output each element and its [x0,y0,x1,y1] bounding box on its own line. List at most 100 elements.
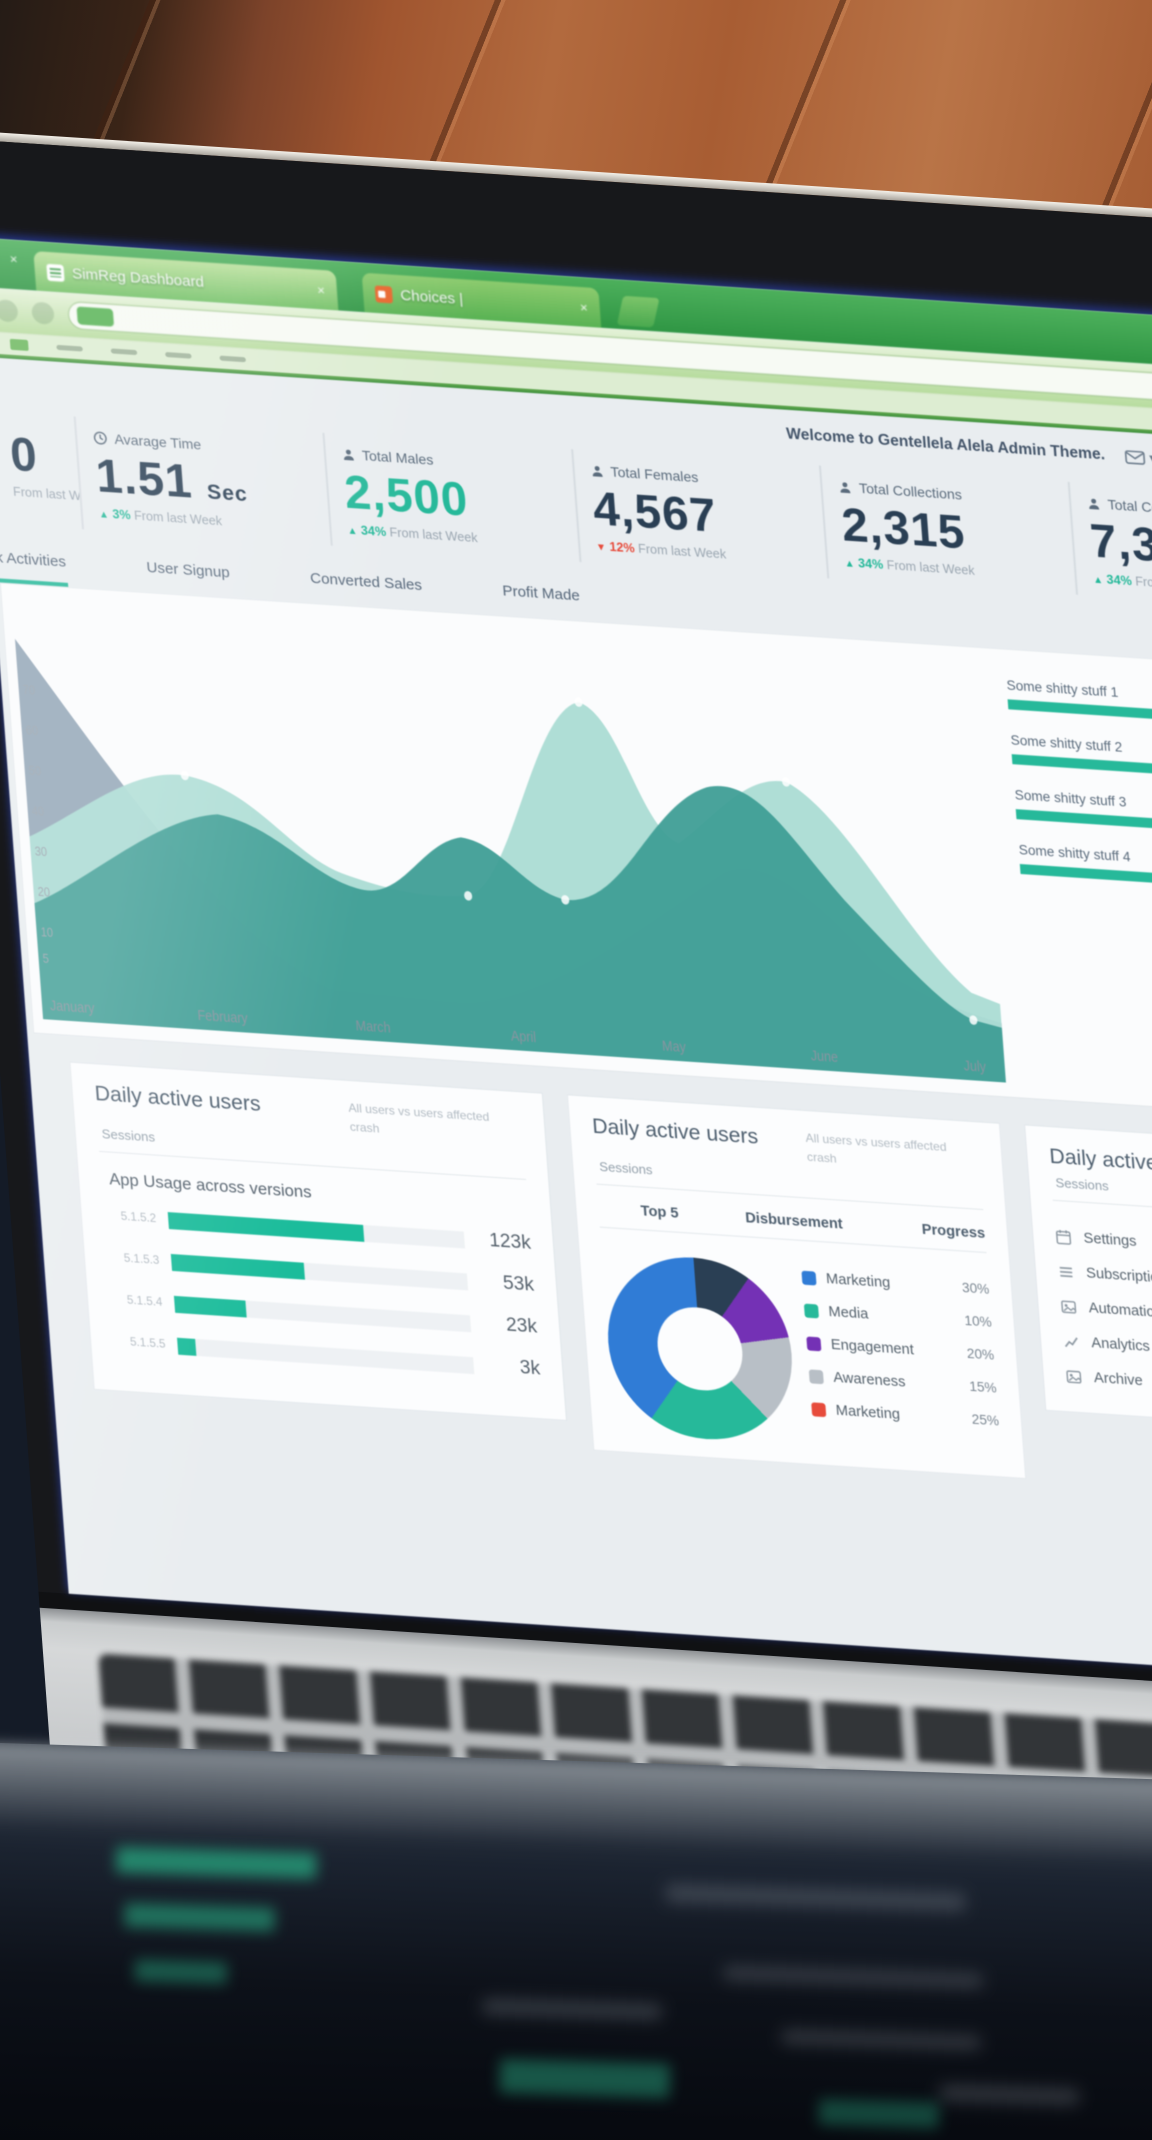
tile-value: 4,567 [591,481,719,543]
glossy-desk-reflection [0,1742,1152,2140]
stat-tiles-row: 0 From last Week Avarage Time 1.51 S [0,407,1152,612]
card-note: All users vs users affected crash [347,1100,490,1136]
bookmark-icon [110,347,138,355]
calendar-icon [1055,1229,1072,1245]
list-item-settings[interactable]: Settings [1054,1219,1152,1275]
table-header: Top 5 Disbursement Progress [597,1200,987,1254]
tile-delta: From last Week [886,558,976,579]
stat-tile-total-connections: Total Connections 7,325 ▲ 34% From last … [1067,481,1152,612]
stat-tile-total-collections: Total Collections 2,315 ▲ 34% From last … [819,465,1077,595]
tab-close-icon[interactable]: × [579,299,589,315]
tile-value: 1.51 [94,448,195,508]
bar-fill [177,1337,197,1356]
version-label: 5.1.5.2 [120,1211,157,1226]
legend-value: 15% [968,1379,998,1397]
trend-up-icon: ▲ [98,509,110,522]
bar-value: 53k [502,1273,535,1297]
tile-delta-pct: 12% [608,540,636,556]
column-disbursement: Disbursement [744,1210,844,1234]
list-item-label: Analytics [1090,1334,1151,1355]
x-tick-january: January [49,997,95,1016]
legend-swatch-red [811,1402,827,1418]
welcome-bar: Welcome to Gentellela Alela Admin Theme.… [0,356,1152,496]
x-tick-april: April [510,1028,536,1046]
tile-delta-pct: 34% [1106,572,1133,589]
bar-fill [167,1211,365,1242]
usage-row: 5.1.5.5 3k [112,1331,541,1381]
progress-track [1007,699,1152,728]
legend-label: Marketing [825,1271,891,1292]
card-title: Daily active users [93,1082,262,1116]
envelope-icon [1125,450,1146,465]
tile-value: 0 [8,427,40,482]
y-tick: 40 [31,803,45,819]
stat-tile-total-females: Total Females 4,567 ▼ 12% From last Week [570,449,828,579]
tile-label: Total Males [361,447,434,468]
tile-delta-pct: 34% [857,556,884,573]
reflected-text-smudge [481,1998,663,2020]
bar-track [173,1295,472,1333]
legend-swatch-purple [806,1336,822,1352]
trend-up-icon: ▲ [844,558,856,571]
progress-panel: Some shitty stuff 1 Some shitty stuff 2 … [975,671,1152,1102]
tab-network-activities[interactable]: Network Activities [0,546,68,587]
tile-value: 2,500 [342,464,471,526]
laptop: × SimReg Dashboard × Choices | × [0,128,1152,2140]
list-item-analytics[interactable]: Analytics [1062,1324,1152,1380]
list-item-automation[interactable]: Automation [1059,1289,1152,1345]
y-tick: 20 [37,884,51,900]
stat-tile-total-males: Total Males 2,500 ▲ 34% From last Week [322,432,580,562]
caret-down-icon: ▾ [1148,449,1152,468]
bar-value: 3k [519,1357,541,1380]
legend-value: 20% [966,1346,995,1364]
progress-fill [1007,699,1152,726]
tab-close-icon[interactable]: × [316,282,326,298]
reflected-green-bar [818,2098,940,2129]
tile-delta: From last Week [133,508,223,529]
data-point [574,697,583,707]
reflected-green-bar [134,1959,228,1985]
list-item-archive[interactable]: Archive [1064,1358,1152,1414]
list-item-subscription[interactable]: Subscription [1057,1254,1152,1310]
bar-fill [173,1295,247,1318]
y-tick: 70 [22,682,36,698]
image-icon [1066,1369,1082,1383]
legend-label: Marketing [835,1402,901,1423]
dashboard: Welcome to Gentellela Alela Admin Theme.… [0,356,1152,1505]
area-series-dark [15,786,1006,1083]
legend-value: 10% [963,1313,993,1331]
person-icon [343,449,354,460]
progress-track [1015,809,1152,837]
progress-fill [1015,809,1152,832]
stat-tile-average-time: Avarage Time 1.51 Sec ▲ 3% From last Wee… [73,416,331,546]
forward-icon[interactable] [31,301,55,325]
bar-track [177,1337,475,1375]
bookmark-icon [9,338,29,351]
tab-close-icon[interactable]: × [9,251,19,267]
reflected-green-bar [124,1902,275,1932]
progress-item: Some shitty stuff 1 [1006,677,1152,728]
hamburger-icon [1059,1266,1073,1277]
y-tick: 50 [28,763,42,779]
usage-row: 5.1.5.4 23k [109,1289,538,1339]
bottom-cards-row: Daily active users All users vs users af… [69,1061,1152,1506]
area-chart-card: 70 60 50 40 30 20 10 5 January February … [0,582,1152,1120]
tile-delta-pct: 34% [360,523,387,540]
legend-swatch-gray [808,1369,824,1385]
x-tick-june: June [810,1047,839,1065]
trend-down-icon: ▼ [595,542,607,554]
new-tab-button[interactable] [616,295,660,328]
tile-delta: From last Week [1134,574,1152,595]
image-icon [1061,1300,1077,1314]
tile-value: 2,315 [839,497,968,559]
back-icon[interactable] [0,299,19,323]
x-tick-march: March [355,1017,391,1035]
data-point [180,770,189,781]
envelope-button[interactable]: ▾ [1124,447,1152,468]
tab-profit-made[interactable]: Profit Made [501,582,581,605]
trend-up-icon: ▲ [1092,574,1104,587]
tab-user-signup[interactable]: User Signup [145,559,231,582]
legend-swatch-green [803,1303,819,1319]
y-tick: 5 [42,951,49,967]
data-point [561,895,570,905]
